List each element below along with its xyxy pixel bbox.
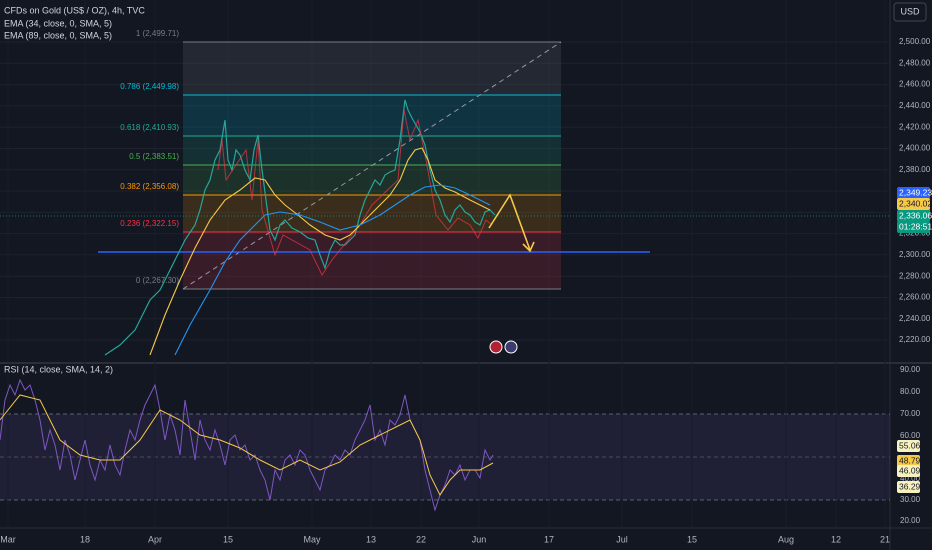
ema-34	[149, 147, 491, 356]
time-axis-label: 18	[80, 534, 90, 544]
price-axis-label: 2,400.00	[899, 144, 931, 153]
symbol-title[interactable]: CFDs on Gold (US$ / OZ), 4h, TVC	[4, 5, 145, 15]
fib-band	[183, 42, 561, 95]
price-axis-label: 2,500.00	[899, 37, 931, 46]
currency-label: USD	[900, 6, 920, 16]
price-axis-label: 2,420.00	[899, 122, 931, 131]
price-badge	[897, 198, 930, 210]
rsi-axis-label: 40.00	[900, 474, 921, 483]
rsi-axis-label: 20.00	[900, 516, 921, 525]
time-axis-label: Jun	[472, 534, 487, 544]
time-axis-label: 21	[880, 534, 890, 544]
rsi-badge-label: 55.06	[899, 440, 921, 450]
event-icon[interactable]	[504, 340, 518, 354]
price-badge	[897, 210, 930, 222]
price-axis-label: 2,280.00	[899, 271, 931, 280]
price-axis-label: 2,460.00	[899, 80, 931, 89]
time-axis-label: Jul	[616, 534, 628, 544]
price-badge-label: 2,349.23	[899, 187, 932, 197]
projection-arrow	[488, 193, 531, 251]
fib-level-label: 0.5 (2,383.51)	[129, 152, 179, 161]
price-axis-label: 2,380.00	[899, 165, 931, 174]
price-badge-label: 01:28:51	[899, 221, 932, 231]
fib-band	[183, 165, 561, 195]
price-line-wicks	[217, 109, 493, 277]
time-axis-label: May	[303, 534, 321, 544]
indicator-label[interactable]: EMA (89, close, 0, SMA, 5)	[4, 30, 112, 40]
indicator-label[interactable]: EMA (34, close, 0, SMA, 5)	[4, 18, 112, 28]
price-axis-label: 2,240.00	[899, 314, 931, 323]
fib-level-label: 0.618 (2,410.93)	[120, 123, 179, 132]
projection-arrowhead	[522, 241, 535, 253]
rsi-ma	[0, 394, 494, 496]
fib-band	[183, 136, 561, 165]
rsi-badge-label: 46.09	[899, 465, 921, 475]
price-axis-label: 2,260.00	[899, 293, 931, 302]
fib-level-label: 1 (2,499.71)	[136, 29, 179, 38]
rsi-badge	[897, 465, 920, 477]
price-badge	[897, 187, 930, 199]
price-axis-label: 2,300.00	[899, 250, 931, 259]
currency-button[interactable]	[893, 2, 927, 22]
rsi-badge-label: 48.79	[899, 455, 921, 465]
fib-level-label: 0.236 (2,322.15)	[120, 219, 179, 228]
time-axis-label: 12	[831, 534, 841, 544]
rsi-badge	[897, 440, 920, 452]
time-axis-label: 13	[366, 534, 376, 544]
rsi-axis-label: 70.00	[900, 409, 921, 418]
rsi-badge	[897, 481, 920, 493]
time-axis-label: Apr	[148, 534, 162, 544]
price-axis-label: 2,440.00	[899, 101, 931, 110]
price-axis-label: 2,320.00	[899, 229, 931, 238]
event-icon[interactable]	[489, 340, 503, 354]
time-axis-label: 15	[223, 534, 233, 544]
rsi-badge	[897, 455, 920, 467]
time-axis-label: Aug	[778, 534, 794, 544]
ema-89	[174, 184, 491, 356]
price-axis-label: 2,480.00	[899, 58, 931, 67]
fib-level-label: 0.786 (2,449.98)	[120, 82, 179, 91]
fib-retracement	[183, 41, 561, 290]
rsi-badge-label: 36.29	[899, 481, 921, 491]
time-axis-label: Mar	[0, 534, 16, 544]
fib-level-label: 0.382 (2,356.08)	[120, 182, 179, 191]
fib-trend-line	[182, 41, 562, 290]
price-axis-label: 2,220.00	[899, 335, 931, 344]
time-axis-label: 15	[687, 534, 697, 544]
fib-band	[183, 232, 561, 289]
time-axis-label: 22	[416, 534, 426, 544]
rsi-title[interactable]: RSI (14, close, SMA, 14, 2)	[4, 364, 113, 374]
time-axis-label: 17	[544, 534, 554, 544]
fib-band	[183, 95, 561, 136]
price-badge-label: 2,336.06	[899, 210, 932, 220]
price-badge	[897, 221, 930, 233]
fib-level-label: 0 (2,267.30)	[136, 276, 179, 285]
rsi-axis-label: 90.00	[900, 365, 921, 374]
price-badge-label: 2,340.02	[899, 198, 932, 208]
rsi-axis-label: 30.00	[900, 495, 921, 504]
rsi-axis-label: 60.00	[900, 431, 921, 440]
price-line	[104, 99, 496, 356]
rsi-axis-label: 80.00	[900, 387, 921, 396]
